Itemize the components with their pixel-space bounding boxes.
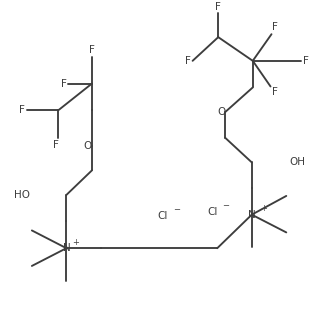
Text: +: + <box>260 204 266 213</box>
Text: F: F <box>89 45 95 55</box>
Text: F: F <box>272 88 278 98</box>
Text: N: N <box>63 243 70 253</box>
Text: −: − <box>173 205 180 214</box>
Text: F: F <box>61 79 66 89</box>
Text: N: N <box>248 210 256 220</box>
Text: Cl: Cl <box>158 211 168 221</box>
Text: F: F <box>53 140 59 150</box>
Text: −: − <box>222 201 229 210</box>
Text: HO: HO <box>14 190 30 200</box>
Text: O: O <box>84 141 92 151</box>
Text: O: O <box>217 107 225 117</box>
Text: F: F <box>185 56 190 66</box>
Text: F: F <box>303 56 309 66</box>
Text: F: F <box>272 22 278 32</box>
Text: F: F <box>215 2 221 12</box>
Text: F: F <box>19 105 25 115</box>
Text: Cl: Cl <box>207 207 217 217</box>
Text: OH: OH <box>289 158 305 167</box>
Text: +: + <box>72 238 79 247</box>
